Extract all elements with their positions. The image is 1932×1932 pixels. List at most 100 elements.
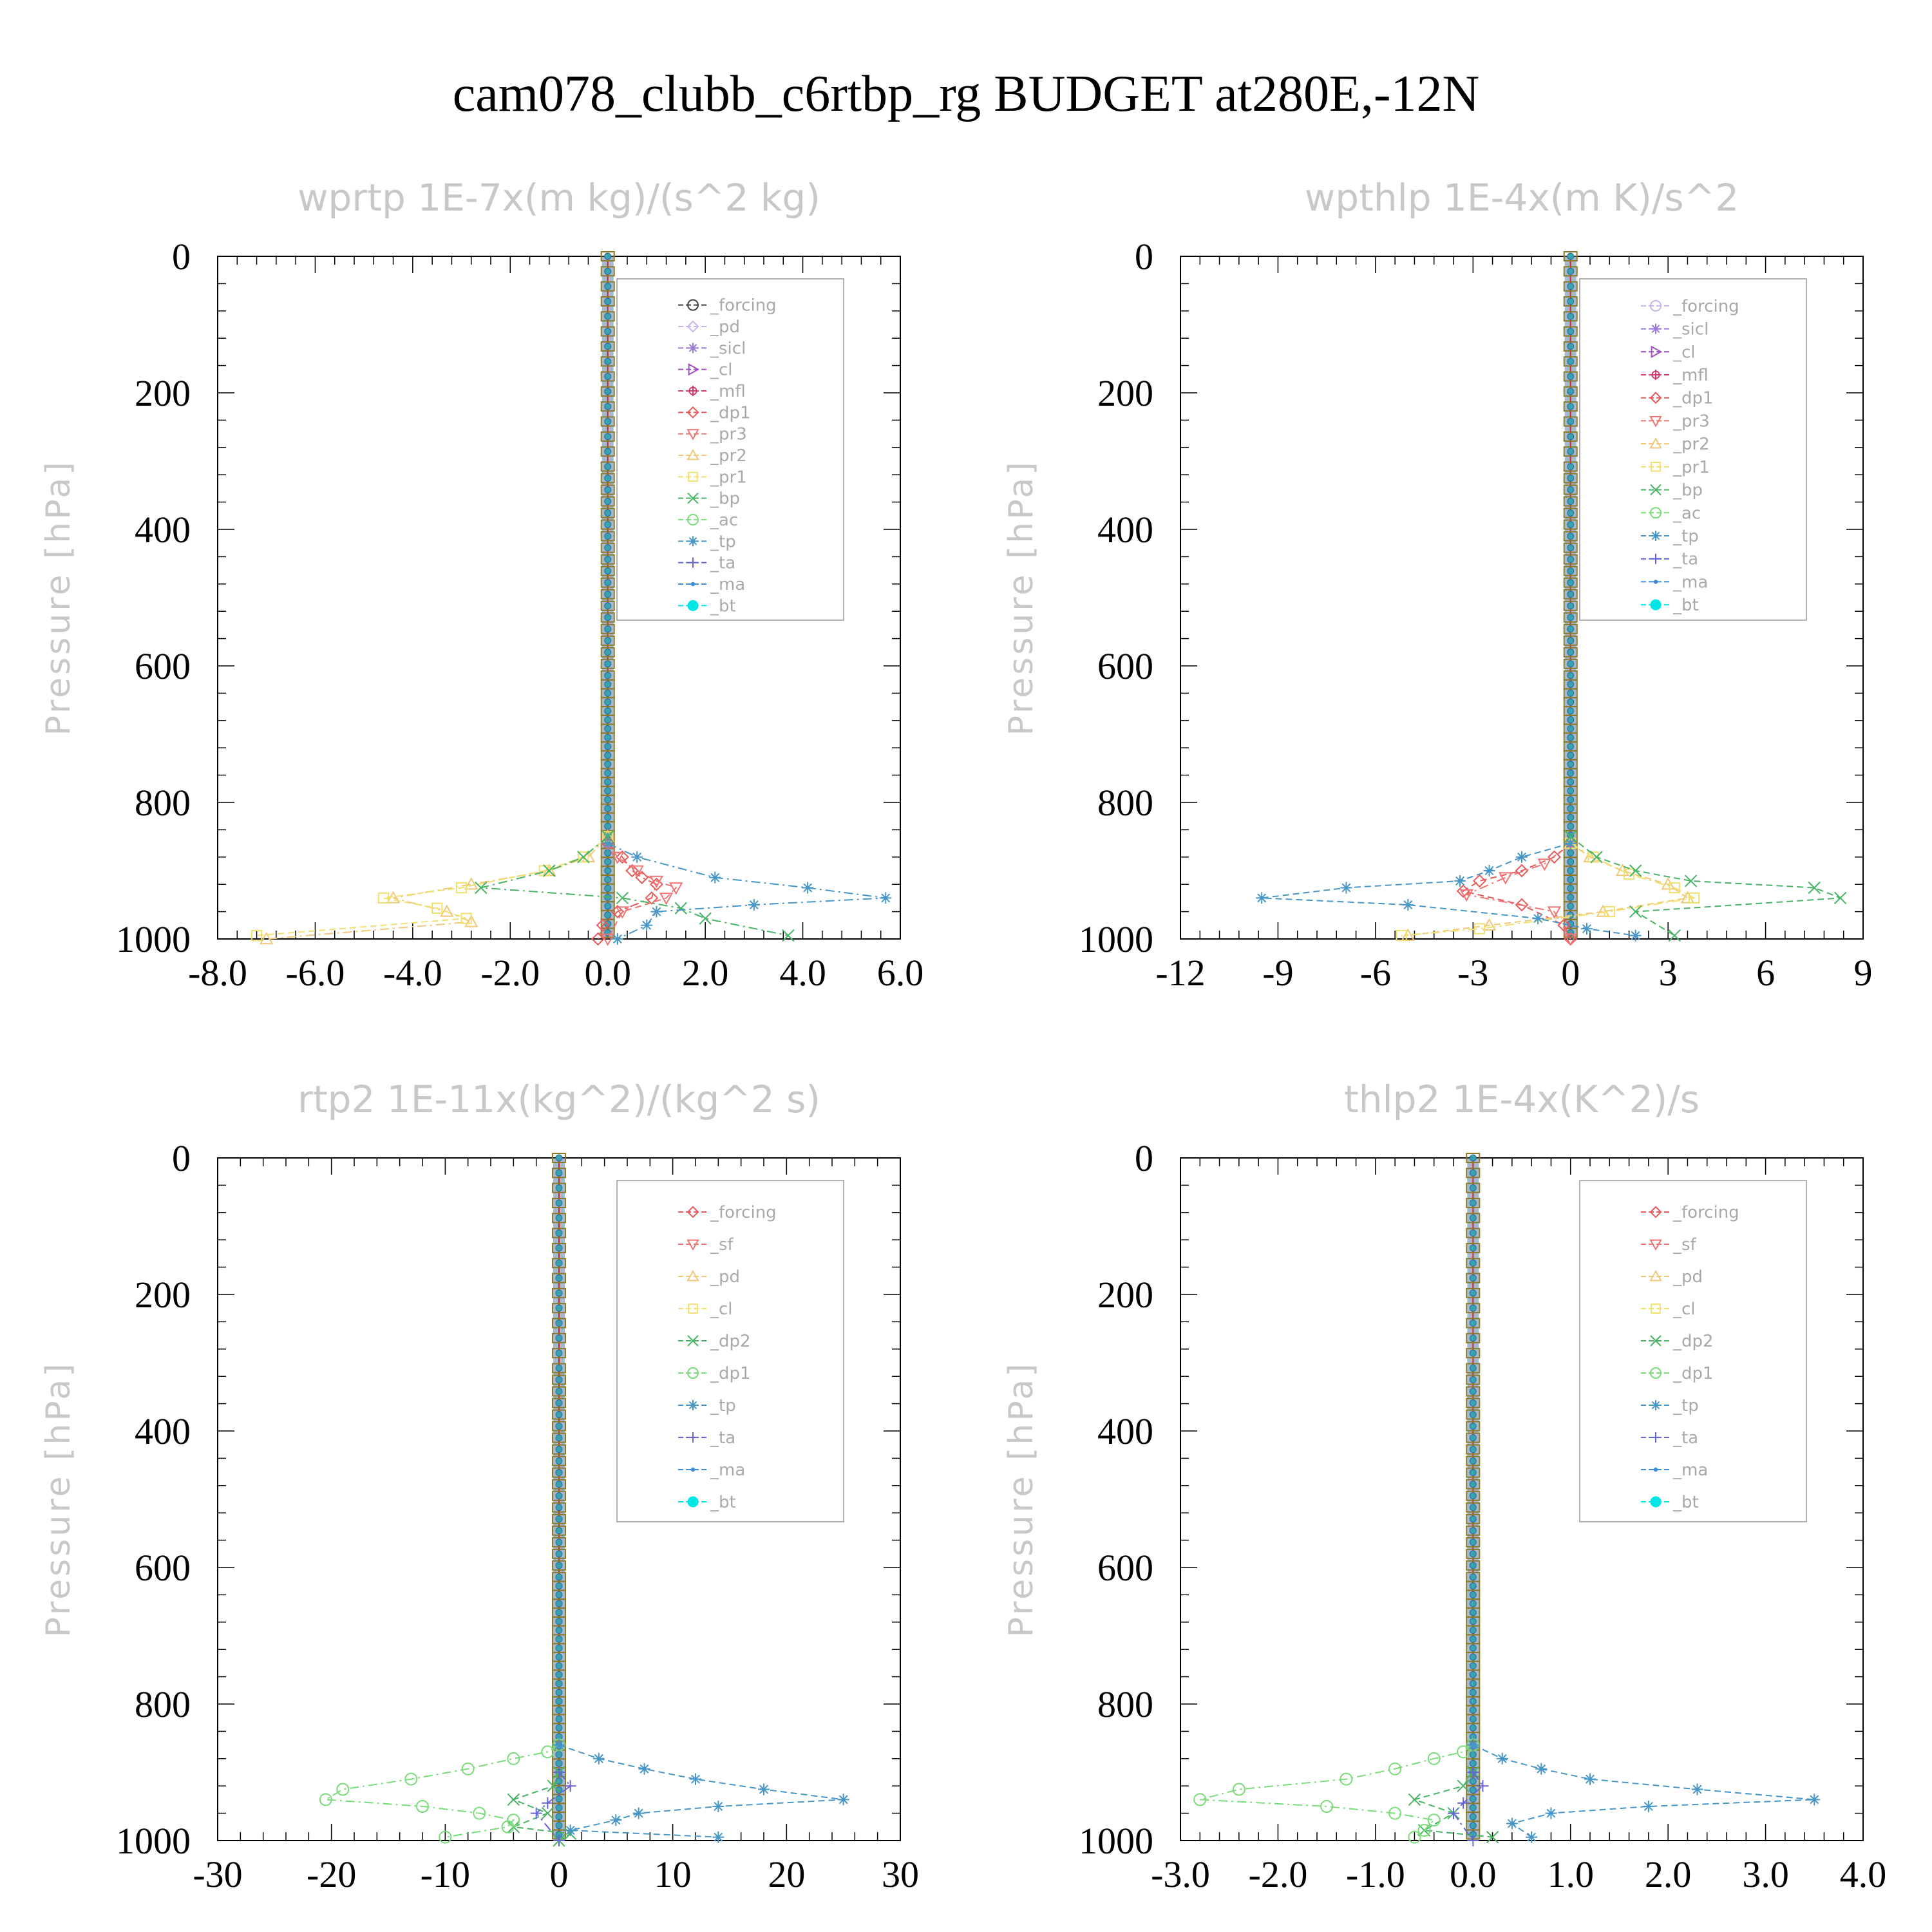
x-tick-label: 3.0 — [1742, 1853, 1789, 1895]
x-tick-label: -6.0 — [286, 952, 345, 994]
x-tick-label: 6 — [1756, 952, 1775, 994]
data-point — [1691, 1783, 1703, 1795]
y-tick-label: 800 — [135, 782, 191, 824]
legend-item: _pr3 — [678, 425, 747, 444]
data-point — [610, 1814, 622, 1826]
data-point — [1623, 868, 1635, 880]
data-point — [1401, 928, 1416, 941]
legend-marker — [1651, 345, 1663, 358]
legend-label: _dp1 — [1672, 1364, 1714, 1383]
data-point — [464, 877, 478, 890]
data-point — [669, 882, 683, 895]
legend-label: _pd — [710, 317, 740, 337]
legend-marker — [1651, 1303, 1661, 1314]
legend-label: _ma — [710, 575, 745, 594]
data-point — [601, 933, 615, 947]
data-point — [440, 904, 454, 917]
series-line — [256, 836, 609, 936]
legend-marker — [1651, 1432, 1661, 1443]
legend-item: _pd — [1641, 1267, 1703, 1287]
legend-item: _tp — [678, 532, 736, 551]
data-point — [431, 902, 443, 914]
x-tick-label: -9 — [1262, 952, 1293, 994]
legend-item: _tp — [678, 1396, 736, 1416]
series-line — [1570, 836, 1841, 936]
y-axis-label: Pressure [hPa] — [1002, 460, 1041, 736]
legend-item: _pd — [678, 317, 740, 337]
legend-label: _pr2 — [710, 446, 747, 466]
data-point — [1496, 1752, 1508, 1765]
data-point — [638, 1763, 650, 1775]
legend-item: _forcing — [678, 296, 777, 316]
data-point — [616, 850, 629, 864]
legend-item: _sf — [678, 1235, 734, 1255]
data-point — [611, 905, 625, 919]
legend-marker — [1649, 437, 1662, 449]
data-point — [1604, 905, 1615, 918]
x-tick-label: -6 — [1360, 952, 1391, 994]
data-point — [1320, 1800, 1334, 1813]
data-point — [690, 1773, 701, 1785]
legend-label: _bp — [710, 489, 740, 509]
legend: _forcing _sf _pd _cl _dp2 _dp1 _tp _ta _ma _bt — [1579, 1180, 1807, 1522]
data-point — [439, 1830, 452, 1844]
legend-marker — [1650, 1496, 1662, 1508]
data-point — [748, 899, 760, 911]
data-point — [541, 1745, 554, 1759]
data-point — [1417, 1824, 1431, 1837]
legend-item: _mfl — [678, 382, 746, 401]
data-point — [1454, 875, 1466, 887]
legend-item: _pr2 — [1641, 435, 1710, 454]
legend-label: _dp2 — [710, 1332, 751, 1351]
data-point — [1615, 863, 1630, 876]
chart-panel-4: thlp2 1E-4x(K^2)/s Pressure [hPa] -3.0 -2.0… — [1002, 1077, 1886, 1895]
data-point — [1388, 1762, 1402, 1776]
legend-marker — [1651, 531, 1661, 541]
legend-item: _cl — [678, 361, 733, 380]
data-point — [507, 1752, 520, 1765]
y-tick-label: 1000 — [116, 1820, 191, 1862]
legend-label: _forcing — [1672, 297, 1739, 316]
data-point — [464, 914, 478, 927]
legend-item: _sf — [1641, 1235, 1697, 1255]
x-tick-label: -10 — [421, 1853, 470, 1895]
legend-item: _ta — [1641, 550, 1698, 569]
data-point — [1457, 1745, 1470, 1759]
y-tick-label: 0 — [172, 1137, 191, 1179]
data-point — [1483, 865, 1495, 876]
y-tick-label: 800 — [135, 1683, 191, 1725]
data-point — [596, 918, 610, 933]
legend-label: _pr2 — [1672, 435, 1710, 454]
legend-item: _bp — [678, 489, 740, 509]
data-point — [1486, 1830, 1499, 1844]
x-tick-label: -4.0 — [383, 952, 442, 994]
legend-label: _cl — [1672, 343, 1696, 362]
legend-marker — [1653, 1467, 1658, 1472]
y-tick-label: 600 — [135, 1547, 191, 1589]
axis-ticks — [217, 256, 901, 940]
series-line — [1464, 842, 1571, 940]
legend-marker — [687, 1206, 699, 1218]
axis-ticks — [1180, 256, 1864, 940]
data-point — [530, 1807, 542, 1819]
legend-label: _tp — [710, 532, 736, 551]
legend-marker — [690, 582, 696, 587]
data-point — [1396, 930, 1407, 942]
x-tick-label: 1.0 — [1547, 1853, 1594, 1895]
legend-marker — [687, 406, 699, 419]
legend-item: _dp2 — [678, 1332, 751, 1351]
data-point — [1427, 1814, 1441, 1827]
data-point — [880, 892, 892, 904]
legend-label: _dp1 — [710, 403, 751, 422]
data-point — [1535, 1763, 1548, 1775]
series-line — [1472, 1744, 1815, 1838]
legend-label: _sicl — [1672, 320, 1709, 339]
data-point — [1629, 905, 1642, 918]
series-pr3 — [601, 838, 683, 947]
legend: _forcing_pd _sicl _cl _mfl _dp1 _pr3 _pr2 _pr1 _… — [616, 278, 844, 621]
legend-label: _ma — [1672, 1461, 1708, 1480]
x-tick-label: 0.0 — [584, 952, 631, 994]
legend-item: _pd — [678, 1267, 740, 1287]
series-tp — [553, 1739, 849, 1843]
data-point — [1590, 851, 1603, 864]
